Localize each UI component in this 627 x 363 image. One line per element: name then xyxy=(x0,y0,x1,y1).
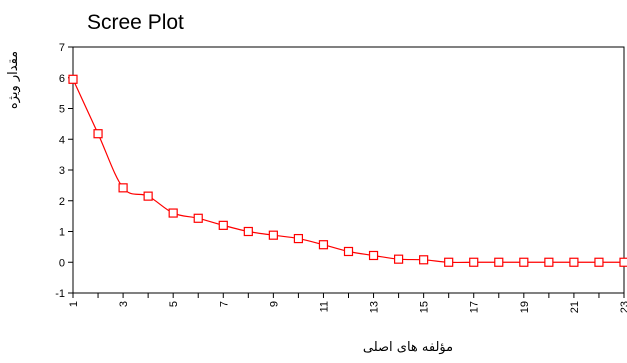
plot-frame xyxy=(72,46,625,294)
data-point xyxy=(218,220,228,230)
x-tick-label: 1 xyxy=(68,301,80,307)
data-point xyxy=(243,226,253,237)
y-tick-label: 1 xyxy=(59,227,65,239)
data-point xyxy=(343,246,354,257)
chart-title: Scree Plot xyxy=(87,11,184,34)
series-line xyxy=(72,79,624,264)
data-point xyxy=(519,257,529,267)
data-point xyxy=(419,255,429,265)
x-axis-label: مؤلفه های اصلی xyxy=(363,340,453,355)
data-point xyxy=(594,257,604,267)
data-point xyxy=(293,233,304,244)
data-point xyxy=(494,257,504,267)
y-tick-label: 6 xyxy=(59,73,65,85)
y-tick-label: 3 xyxy=(59,165,65,177)
data-point xyxy=(143,191,153,201)
y-tick-label: 5 xyxy=(59,104,65,116)
x-tick-label: 23 xyxy=(619,301,627,313)
data-point xyxy=(168,208,178,218)
data-point xyxy=(193,213,203,223)
x-tick-label: 9 xyxy=(268,301,280,307)
x-tick-label: 17 xyxy=(469,301,481,313)
data-point xyxy=(569,257,579,267)
y-tick-label: -1 xyxy=(55,288,65,300)
data-point xyxy=(444,257,454,267)
y-tick-label: 4 xyxy=(59,134,65,146)
x-tick-label: 3 xyxy=(118,301,130,307)
y-tick-label: 7 xyxy=(59,42,65,54)
data-point xyxy=(619,257,627,267)
x-tick-label: 7 xyxy=(218,301,230,307)
x-tick-label: 15 xyxy=(419,301,431,313)
y-tick-label: 2 xyxy=(59,196,65,208)
data-point xyxy=(318,240,329,250)
data-point xyxy=(544,257,554,267)
x-tick-label: 13 xyxy=(369,301,381,313)
data-point xyxy=(93,129,103,139)
data-point xyxy=(268,230,278,240)
y-axis-label: مقدار ویژه xyxy=(6,51,21,109)
x-axis: 1 3 5 7 9 11 13 15 17 19 21 23 xyxy=(68,293,627,313)
data-point xyxy=(118,183,128,193)
y-axis: -1 0 1 2 3 4 5 6 7 xyxy=(55,42,73,300)
data-point xyxy=(393,254,404,264)
data-point xyxy=(68,74,78,84)
x-tick-label: 5 xyxy=(168,301,180,307)
data-markers xyxy=(68,74,627,267)
data-point xyxy=(368,250,379,261)
x-tick-label: 21 xyxy=(569,301,581,313)
data-point xyxy=(469,257,479,267)
y-tick-label: 0 xyxy=(59,257,65,269)
x-tick-label: 11 xyxy=(318,301,330,312)
x-tick-label: 19 xyxy=(519,301,531,313)
